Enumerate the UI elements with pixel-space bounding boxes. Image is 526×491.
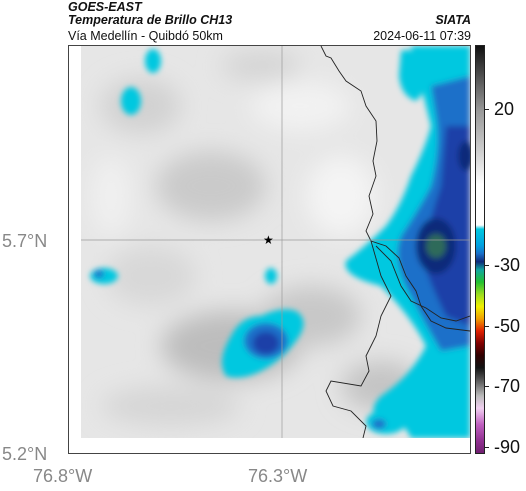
datetime-label: 2024-06-11 07:39 <box>373 29 471 43</box>
lon-label-76-3: 76.3°W <box>248 466 308 486</box>
cbar-label-m70: -70 <box>494 376 521 396</box>
colorbar <box>475 45 485 454</box>
cbar-label-m90: -90 <box>494 437 521 457</box>
satellite-title: GOES-EAST <box>68 0 142 14</box>
cbar-label-20: 20 <box>494 99 515 119</box>
cbar-tick-m70 <box>485 386 489 387</box>
product-title: Temperatura de Brillo CH13 <box>68 13 233 27</box>
cbar-label-m50: -50 <box>494 316 521 336</box>
lon-label-76-8: 76.8°W <box>33 466 93 486</box>
lat-label-5-7: 5.7°N <box>2 231 48 251</box>
source-label: SIATA <box>435 13 471 27</box>
brightness-temperature-map: ★ <box>81 46 470 438</box>
border-line-inner <box>375 245 470 322</box>
location-marker: ★ <box>263 233 274 247</box>
border-line-south <box>325 240 392 438</box>
border-line-east <box>320 46 470 332</box>
cold-cloud-tops <box>90 46 470 438</box>
cbar-tick-m50 <box>485 326 489 327</box>
cbar-tick-20 <box>485 109 489 110</box>
political-borders <box>320 46 470 438</box>
cbar-tick-m30 <box>485 265 489 266</box>
cbar-label-m30: -30 <box>494 255 521 275</box>
route-subtitle: Vía Medellín - Quibdó 50km <box>68 29 223 43</box>
lat-label-5-2: 5.2°N <box>2 444 48 464</box>
cbar-tick-m90 <box>485 447 489 448</box>
graticule <box>81 46 470 438</box>
